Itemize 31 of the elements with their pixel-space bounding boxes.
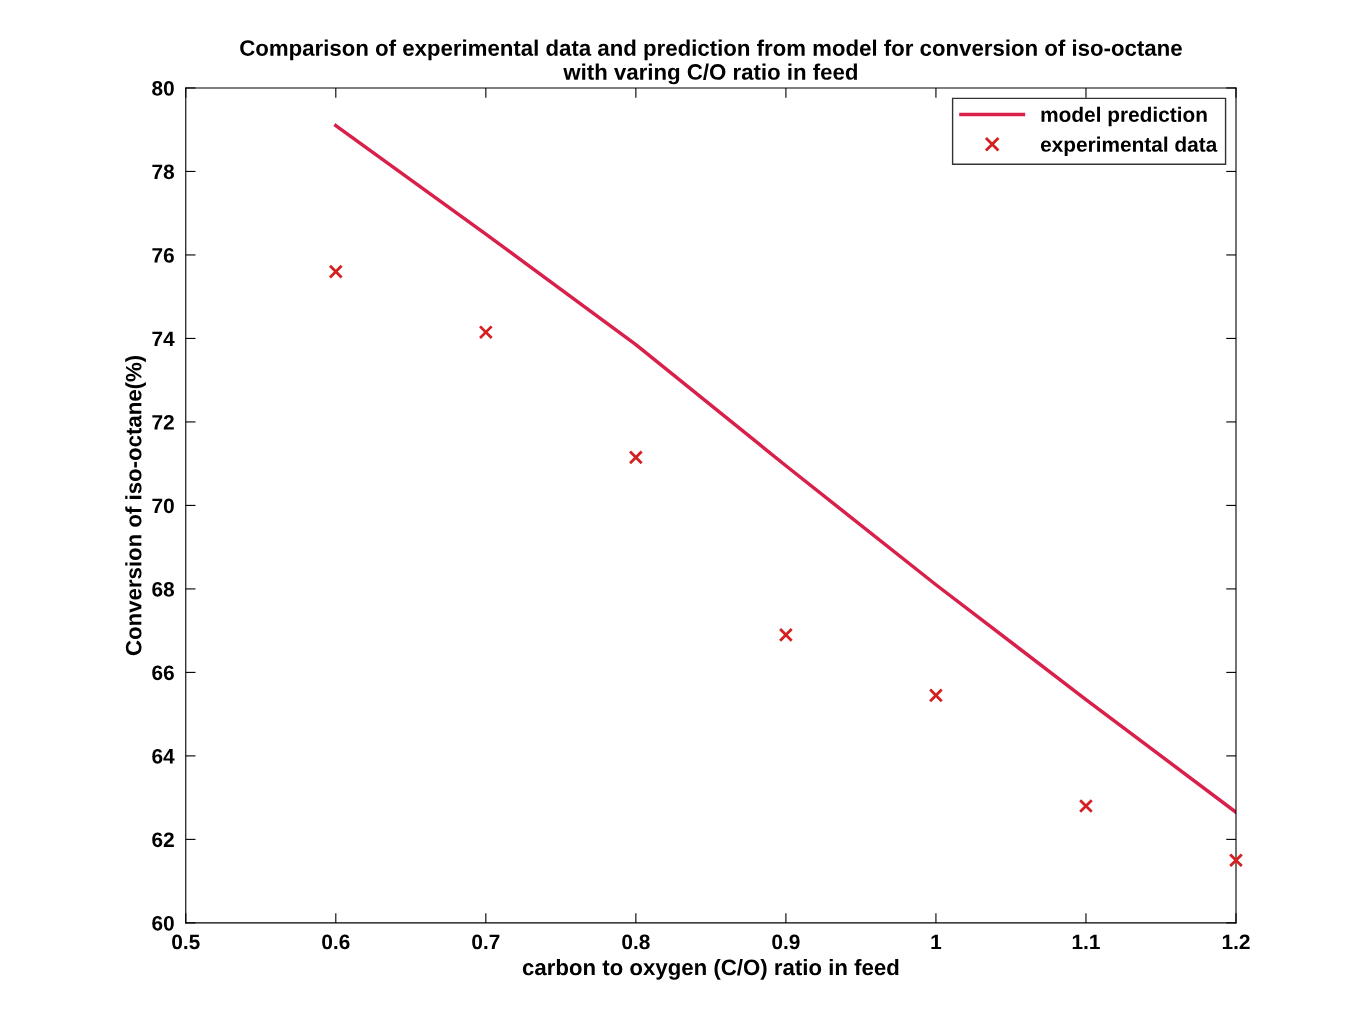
y-tick-label: 74: [152, 331, 175, 346]
x-tick-label: 0.7: [472, 934, 500, 950]
y-tick-label: 78: [152, 164, 175, 180]
x-tick-label: 0.9: [772, 934, 800, 950]
point: [928, 688, 944, 703]
point: [628, 450, 644, 465]
legend-label: model prediction: [1041, 106, 1207, 127]
y-tick-label: 62: [152, 832, 174, 848]
y-tick-label: 66: [152, 665, 174, 681]
y-tick-label: 80: [152, 80, 174, 96]
x-tick-label: 0.8: [622, 934, 650, 950]
point: [1228, 853, 1244, 868]
x-tick-label: 1.1: [1072, 934, 1100, 950]
point: [1078, 798, 1094, 814]
y-tick-label: 70: [152, 498, 174, 514]
x-tick-label: 0.5: [172, 934, 200, 950]
y-tick-label: 60: [152, 915, 174, 931]
x-axis-title: carbon to oxygen (C/O) ratio in feed: [522, 958, 899, 980]
y-tick-label: 72: [152, 414, 174, 430]
y-axis-title: Conversion of iso-octane(%): [125, 355, 146, 656]
x-tick-label: 0.6: [322, 934, 350, 950]
y-tick-label: 68: [152, 581, 175, 597]
y-tick-label: 64: [152, 748, 175, 764]
point: [478, 324, 494, 340]
point: [328, 264, 343, 279]
x-tick-label: 1.2: [1222, 934, 1250, 950]
y-tick-label: 76: [152, 247, 174, 263]
chart-title: Comparison of experimental data and prediction from model for conversion of iso-octane with varing C/O ratio in feed: [240, 39, 1182, 85]
point: [778, 627, 794, 643]
x-tick-label: 1: [931, 934, 942, 950]
legend-label: experimental data: [1040, 136, 1218, 156]
